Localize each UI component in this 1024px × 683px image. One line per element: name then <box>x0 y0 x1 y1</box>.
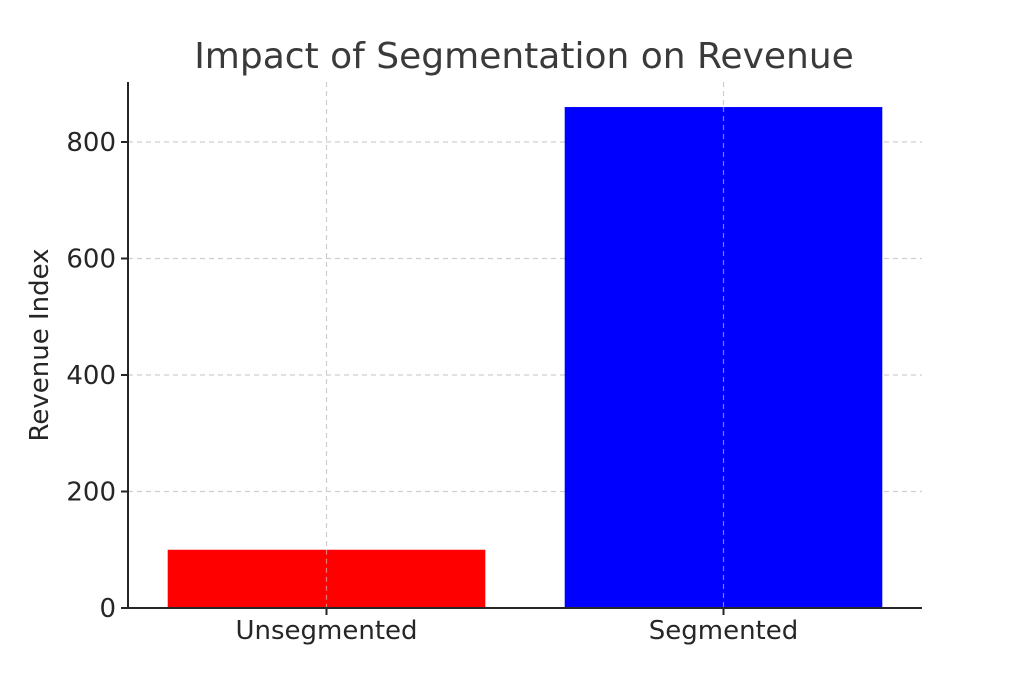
y-tick-label: 400 <box>66 361 116 391</box>
y-tick-label: 200 <box>66 477 116 507</box>
y-tick-label: 600 <box>66 244 116 274</box>
x-tick-label: Segmented <box>649 616 799 646</box>
chart-title: Impact of Segmentation on Revenue <box>194 36 854 77</box>
y-tick-label: 0 <box>99 594 116 624</box>
axes <box>121 82 922 615</box>
bars <box>167 107 883 609</box>
y-tick-label: 800 <box>66 128 116 158</box>
tick-labels: 0 200 400 600 800 Unsegmented Segmented <box>66 128 798 646</box>
x-tick-label: Unsegmented <box>235 616 417 646</box>
y-axis-label: Revenue Index <box>25 248 55 441</box>
